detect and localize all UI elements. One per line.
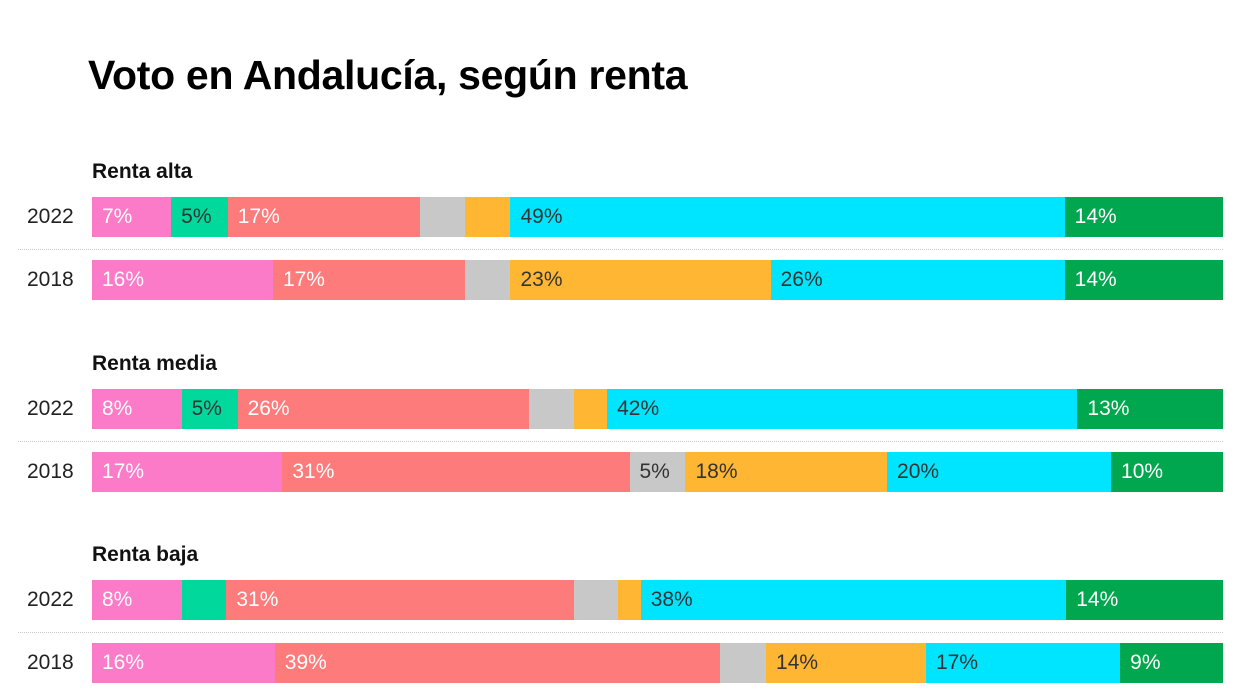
segment-value-label: 17%	[102, 460, 145, 483]
segment-value-label: 42%	[617, 397, 660, 420]
segment-value-label: 14%	[776, 651, 819, 674]
bar-segment-red: 17%	[272, 260, 466, 300]
bar-segment-gray	[465, 260, 511, 300]
bar-segment-orange: 14%	[766, 643, 927, 683]
segment-value-label: 31%	[236, 588, 279, 611]
bar-segment-pink: 8%	[92, 389, 183, 429]
segment-value-label: 16%	[102, 651, 145, 674]
segment-value-label: 8%	[102, 588, 133, 611]
segment-value-label: 17%	[237, 205, 280, 228]
bar-segment-teal: 5%	[171, 197, 229, 237]
segment-value-label: 9%	[1130, 651, 1161, 674]
bar-segment-green: 14%	[1064, 260, 1224, 300]
bar-segment-red: 17%	[227, 197, 421, 237]
bar-row: 8% 31% 38% 14%	[92, 580, 1224, 620]
bar-segment-red: 31%	[226, 580, 574, 620]
bar-row: 16% 17% 23% 26% 14%	[92, 260, 1224, 300]
bar-segment-gray	[528, 389, 574, 429]
bar-segment-cyan: 26%	[770, 260, 1066, 300]
segment-value-label: 17%	[935, 651, 978, 674]
group-label: Renta media	[92, 352, 217, 375]
segment-value-label: 31%	[292, 460, 335, 483]
row-separator	[18, 441, 1223, 442]
segment-value-label: 39%	[284, 651, 327, 674]
bar-row: 7% 5% 17% 49% 14%	[92, 197, 1224, 237]
bar-segment-cyan: 38%	[640, 580, 1067, 620]
bar-segment-gray: 5%	[629, 452, 686, 492]
year-label: 2018	[27, 268, 74, 291]
bar-segment-cyan: 42%	[607, 389, 1078, 429]
bar-segment-pink: 17%	[92, 452, 283, 492]
chart-title: Voto en Andalucía, según renta	[88, 52, 688, 98]
segment-value-label: 18%	[695, 460, 738, 483]
bar-row: 16% 39% 14% 17% 9%	[92, 643, 1224, 683]
bar-segment-green: 14%	[1066, 580, 1224, 620]
bar-segment-orange: 23%	[510, 260, 772, 300]
bar-segment-teal: 5%	[181, 389, 239, 429]
segment-value-label: 8%	[102, 397, 133, 420]
bar-row: 17% 31% 5% 18% 20% 10%	[92, 452, 1224, 492]
segment-value-label: 20%	[897, 460, 940, 483]
year-label: 2022	[27, 588, 74, 611]
bar-segment-orange	[618, 580, 642, 620]
bar-segment-gray	[720, 643, 767, 683]
year-label: 2018	[27, 651, 74, 674]
segment-value-label: 5%	[181, 205, 212, 228]
bar-segment-orange	[573, 389, 608, 429]
bar-segment-teal	[181, 580, 227, 620]
segment-value-label: 49%	[520, 205, 563, 228]
segment-value-label: 14%	[1074, 268, 1117, 291]
year-label: 2022	[27, 397, 74, 420]
bar-segment-orange	[465, 197, 511, 237]
bar-segment-red: 39%	[274, 643, 721, 683]
segment-value-label: 7%	[102, 205, 133, 228]
bar-segment-green: 13%	[1077, 389, 1224, 429]
segment-value-label: 5%	[639, 460, 670, 483]
bar-segment-red: 26%	[237, 389, 530, 429]
bar-segment-cyan: 49%	[510, 197, 1066, 237]
year-label: 2022	[27, 205, 74, 228]
bar-segment-green: 9%	[1120, 643, 1224, 683]
segment-value-label: 13%	[1087, 397, 1130, 420]
segment-value-label: 10%	[1121, 460, 1164, 483]
group-label: Renta baja	[92, 543, 199, 566]
bar-segment-pink: 8%	[92, 580, 183, 620]
segment-value-label: 14%	[1076, 588, 1119, 611]
segment-value-label: 5%	[191, 397, 222, 420]
bar-segment-gray	[573, 580, 619, 620]
bar-segment-pink: 7%	[92, 197, 172, 237]
segment-value-label: 14%	[1074, 205, 1117, 228]
bar-segment-cyan: 17%	[925, 643, 1121, 683]
segment-value-label: 17%	[282, 268, 325, 291]
bar-segment-orange: 18%	[685, 452, 888, 492]
bar-segment-green: 10%	[1111, 452, 1224, 492]
segment-value-label: 26%	[247, 397, 290, 420]
row-separator	[18, 632, 1223, 633]
bar-segment-green: 14%	[1064, 197, 1224, 237]
bar-segment-pink: 16%	[92, 260, 274, 300]
bar-segment-gray	[419, 197, 466, 237]
segment-value-label: 23%	[520, 268, 563, 291]
segment-value-label: 16%	[102, 268, 145, 291]
row-separator	[18, 249, 1223, 250]
segment-value-label: 26%	[780, 268, 823, 291]
bar-segment-red: 31%	[282, 452, 630, 492]
bar-row: 8% 5% 26% 42% 13%	[92, 389, 1224, 429]
bar-segment-cyan: 20%	[887, 452, 1112, 492]
group-label: Renta alta	[92, 160, 193, 183]
segment-value-label: 38%	[650, 588, 693, 611]
year-label: 2018	[27, 460, 74, 483]
bar-segment-pink: 16%	[92, 643, 276, 683]
